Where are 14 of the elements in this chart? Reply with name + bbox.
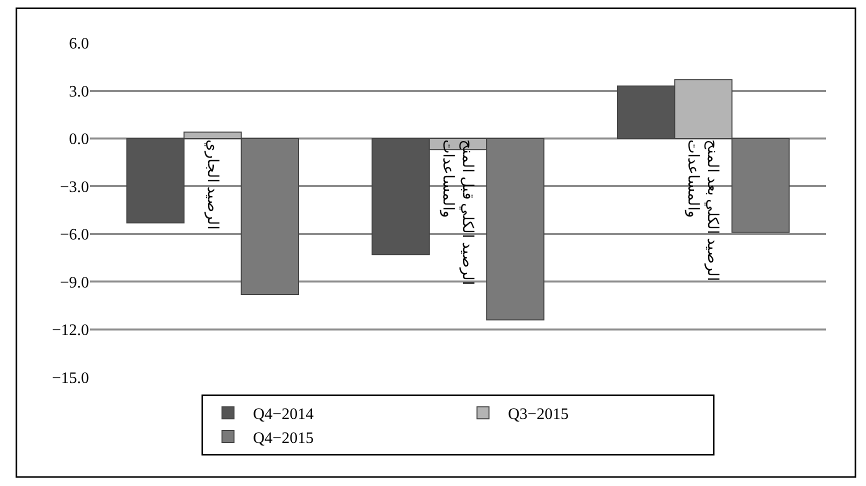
y-tick-label: −15.0 <box>52 370 89 387</box>
legend-label: Q3−2015 <box>508 406 569 423</box>
legend-label: Q4−2015 <box>253 430 314 447</box>
y-tick-label: −3.0 <box>60 178 89 196</box>
x-tick-label: الرصيد الجاري <box>204 140 220 230</box>
y-tick-label: 3.0 <box>69 83 89 100</box>
y-tick-label: −9.0 <box>60 274 89 292</box>
x-tick-label: الرصيد الكلي بعد المنح والمساعدات <box>684 140 720 281</box>
y-tick-label: 0.0 <box>69 131 89 148</box>
y-tick-label: −6.0 <box>60 226 89 244</box>
legend-label: Q4−2014 <box>253 406 314 423</box>
y-tick-label: 6.0 <box>69 36 89 53</box>
x-tick-label: الرصيد الكلي قبل المنح والمساعدات <box>439 140 475 285</box>
y-tick-label: −12.0 <box>52 322 89 340</box>
